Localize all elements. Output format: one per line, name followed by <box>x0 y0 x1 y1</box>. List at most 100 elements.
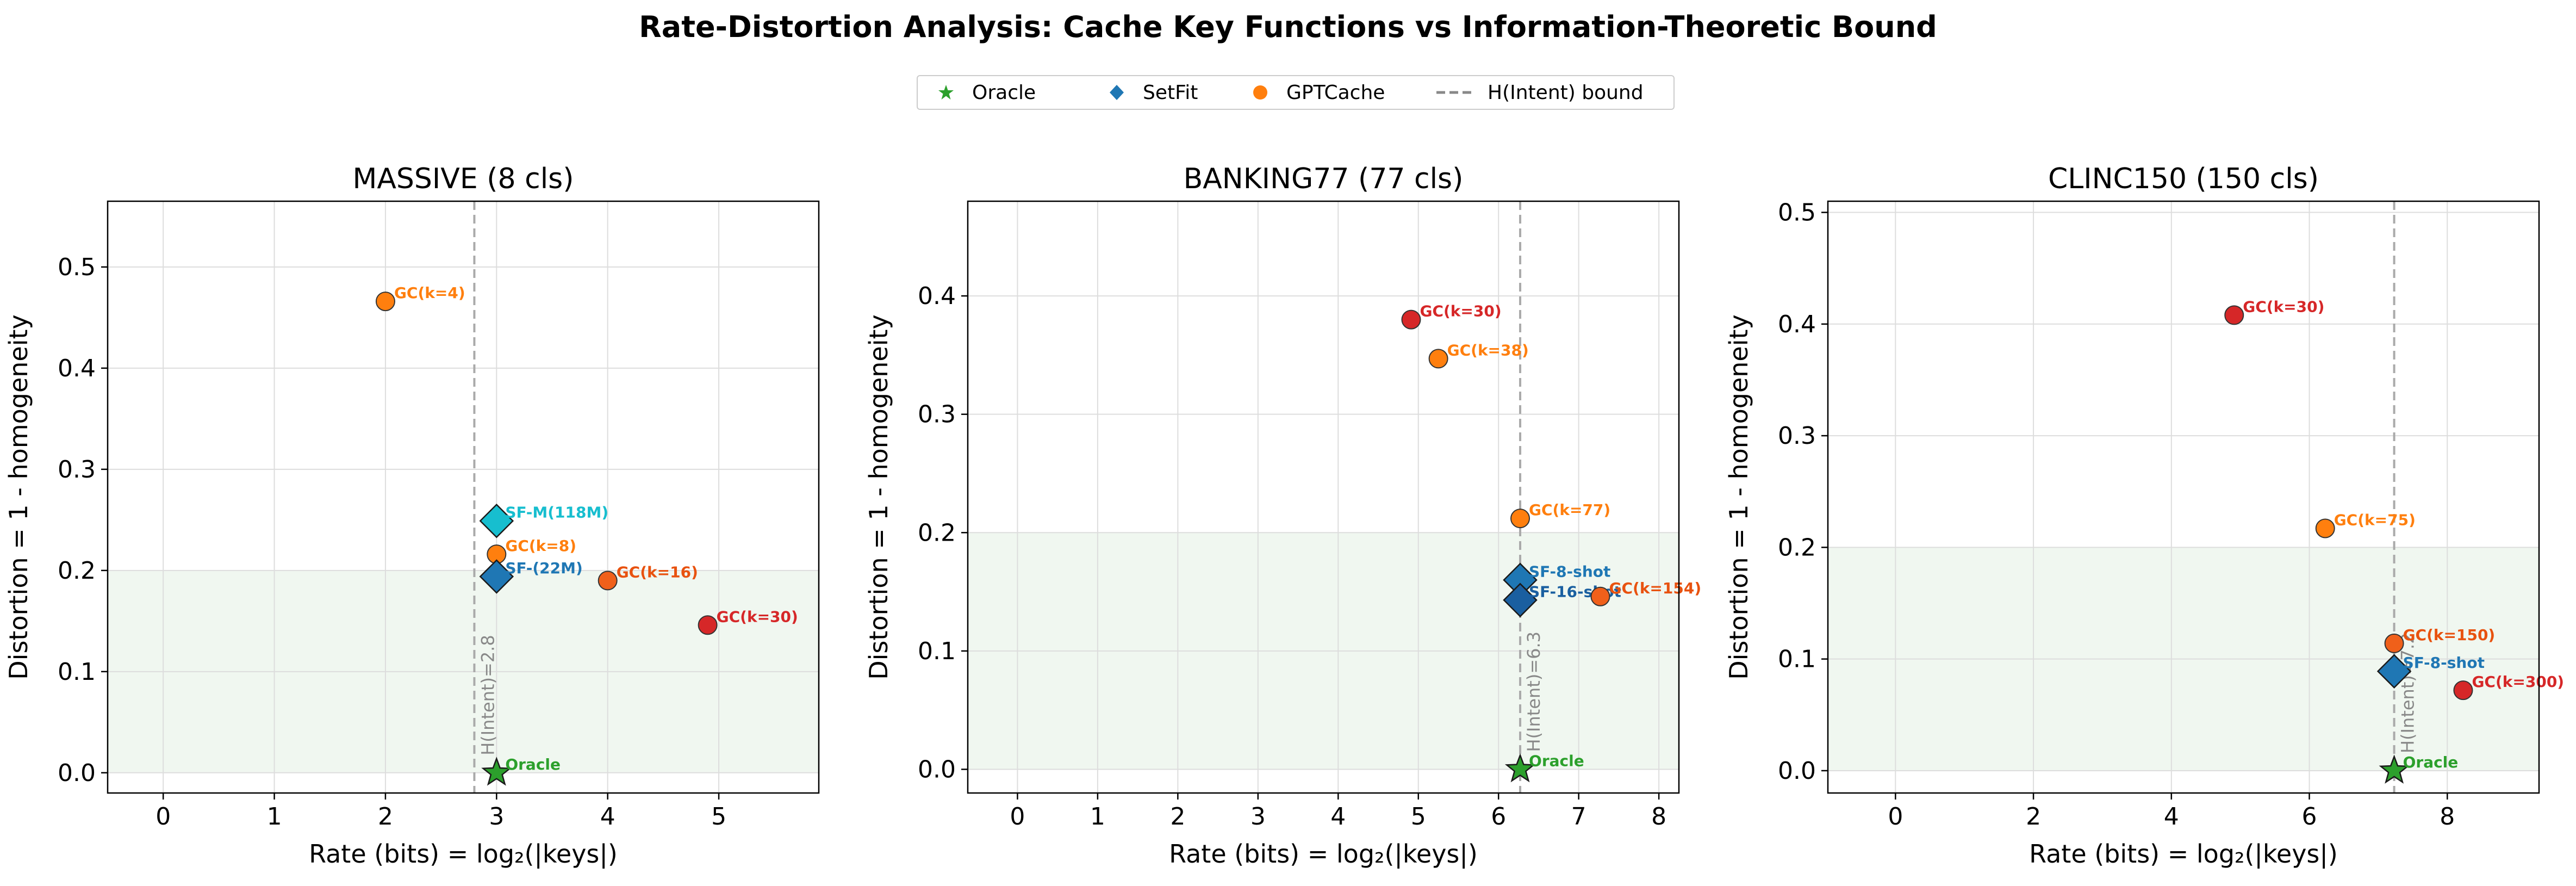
y-tick-label: 0.0 <box>918 755 956 783</box>
chart-title: BANKING77 (77 cls) <box>1184 163 1464 195</box>
point-label-gc-k-30: GC(k=30) <box>2243 298 2324 315</box>
x-tick-label: 6 <box>1491 803 1506 831</box>
y-tick-label: 0.1 <box>918 637 956 665</box>
axes-frame <box>1827 200 2540 794</box>
x-tick-label: 0 <box>155 803 171 831</box>
point-label-gc-k-30: GC(k=30) <box>717 608 798 625</box>
y-tick-label: 0.4 <box>918 282 956 310</box>
x-tick-label: 3 <box>1250 803 1266 831</box>
x-tick-label: 4 <box>1330 803 1346 831</box>
bound-label: H(Intent)=2.8 <box>477 635 498 755</box>
point-sf-16-shot <box>1503 583 1538 618</box>
y-tick-label: 0.2 <box>58 557 96 585</box>
bound-label: H(Intent)=6.3 <box>1523 631 1544 752</box>
point-label-oracle: Oracle <box>2403 753 2459 771</box>
figure-title: Rate-Distortion Analysis: Cache Key Func… <box>639 10 1937 44</box>
point-gc-k-75 <box>2315 518 2335 538</box>
legend-label-gptcache: GPTCache <box>1286 81 1385 104</box>
chart-panel-3: 0 2 4 6 8 0.0 0.1 0.2 0.3 0.4 0.5 H(Intent)=7.2 GC(k… <box>1724 163 2564 869</box>
point-label-gc-k-16: GC(k=16) <box>617 563 698 581</box>
y-tick-label: 0.2 <box>918 519 956 547</box>
y-axis-label: Distortion = 1 - homogeneity <box>864 314 893 680</box>
y-axis-label: Distortion = 1 - homogeneity <box>4 314 33 680</box>
x-tick-label: 0 <box>1010 803 1025 831</box>
point-gc-k-150 <box>2384 633 2404 653</box>
point-gc-k-77 <box>1510 509 1530 529</box>
point-oracle <box>481 757 512 786</box>
x-tick-label: 2 <box>2026 803 2041 831</box>
star-icon <box>930 82 962 103</box>
point-gc-k-38 <box>1428 349 1448 369</box>
chart-panel-2: 0 1 2 3 4 5 6 7 8 0.0 0.1 0.2 0.3 0.4 H(Intent)=6.3 GC(… <box>864 163 1701 869</box>
point-gc-k-300 <box>2453 680 2473 701</box>
x-axis-label: Rate (bits) = log₂(|keys|) <box>2029 839 2338 869</box>
x-tick-label: 8 <box>1651 803 1666 831</box>
y-tick-label: 0.0 <box>58 759 96 787</box>
x-tick-label: 2 <box>378 803 393 831</box>
x-tick-label: 7 <box>1571 803 1586 831</box>
y-tick-label: 0.3 <box>58 456 96 484</box>
point-sf-8-shot <box>2376 654 2412 689</box>
y-tick-label: 0.1 <box>58 658 96 686</box>
point-sf-m-118m <box>479 503 514 538</box>
point-gc-k-154 <box>1590 586 1610 606</box>
x-axis-label: Rate (bits) = log₂(|keys|) <box>1169 839 1478 869</box>
point-label-gc-k-154: GC(k=154) <box>1609 579 1701 597</box>
y-tick-label: 0.0 <box>1778 757 1816 785</box>
bound-label: H(Intent)=7.2 <box>2398 633 2418 753</box>
legend-entry-setfit: SetFit <box>1100 76 1198 109</box>
point-gc-k-30 <box>2224 305 2244 325</box>
legend-label-setfit: SetFit <box>1143 81 1198 104</box>
dashed-line-icon <box>1434 82 1478 103</box>
chart-title: MASSIVE (8 cls) <box>352 163 574 195</box>
x-tick-label: 5 <box>711 803 726 831</box>
point-label-sf-8-shot: SF-8-shot <box>1529 562 1610 580</box>
x-tick-label: 2 <box>1170 803 1185 831</box>
point-label-sf-m-118m: SF-M(118M) <box>505 504 608 522</box>
y-tick-label: 0.4 <box>1778 311 1816 338</box>
y-tick-label: 0.3 <box>1778 422 1816 450</box>
diamond-icon <box>1100 82 1133 103</box>
x-tick-label: 8 <box>2440 803 2455 831</box>
y-tick-label: 0.3 <box>918 401 956 429</box>
point-sf-22m <box>479 559 514 594</box>
point-label-oracle: Oracle <box>505 755 561 773</box>
x-tick-label: 4 <box>2164 803 2179 831</box>
point-label-gc-k-77: GC(k=77) <box>1529 501 1610 519</box>
axes-frame <box>107 200 820 794</box>
point-label-gc-k-8: GC(k=8) <box>505 537 576 555</box>
legend-entry-bound: H(Intent) bound <box>1434 76 1644 109</box>
circle-icon <box>1244 82 1277 103</box>
x-tick-label: 3 <box>489 803 504 831</box>
y-tick-label: 0.2 <box>1778 534 1816 561</box>
legend-label-bound: H(Intent) bound <box>1488 81 1644 104</box>
y-tick-label: 0.1 <box>1778 646 1816 673</box>
point-label-sf-22m: SF-(22M) <box>505 559 582 577</box>
x-tick-label: 1 <box>1090 803 1105 831</box>
x-axis-label: Rate (bits) = log₂(|keys|) <box>309 839 618 869</box>
point-gc-k-30 <box>1401 309 1421 330</box>
y-tick-label: 0.5 <box>1778 199 1816 227</box>
point-oracle <box>2379 754 2410 784</box>
x-tick-label: 4 <box>600 803 615 831</box>
chart-panel-1: 0 1 2 3 4 5 0.0 0.1 0.2 0.3 0.4 0.5 H(Intent)=2.8 GC(… <box>4 163 820 869</box>
axes-frame <box>967 200 1680 794</box>
point-label-oracle: Oracle <box>1529 752 1584 770</box>
x-tick-label: 6 <box>2302 803 2317 831</box>
point-label-gc-k-300: GC(k=300) <box>2472 673 2564 691</box>
legend-label-oracle: Oracle <box>972 81 1036 104</box>
y-axis-label: Distortion = 1 - homogeneity <box>1724 314 1753 680</box>
x-tick-label: 0 <box>1888 803 1903 831</box>
y-tick-label: 0.4 <box>58 355 96 382</box>
point-label-sf-8-shot: SF-8-shot <box>2403 654 2485 672</box>
point-oracle <box>1504 753 1536 783</box>
point-label-gc-k-75: GC(k=75) <box>2334 511 2416 529</box>
legend-entry-gptcache: GPTCache <box>1244 76 1385 109</box>
legend: Oracle SetFit GPTCache H(Intent) bound <box>917 75 1675 110</box>
x-tick-label: 5 <box>1411 803 1426 831</box>
point-gc-k-30 <box>698 615 718 635</box>
point-label-gc-k-38: GC(k=38) <box>1447 341 1529 359</box>
legend-entry-oracle: Oracle <box>930 76 1036 109</box>
